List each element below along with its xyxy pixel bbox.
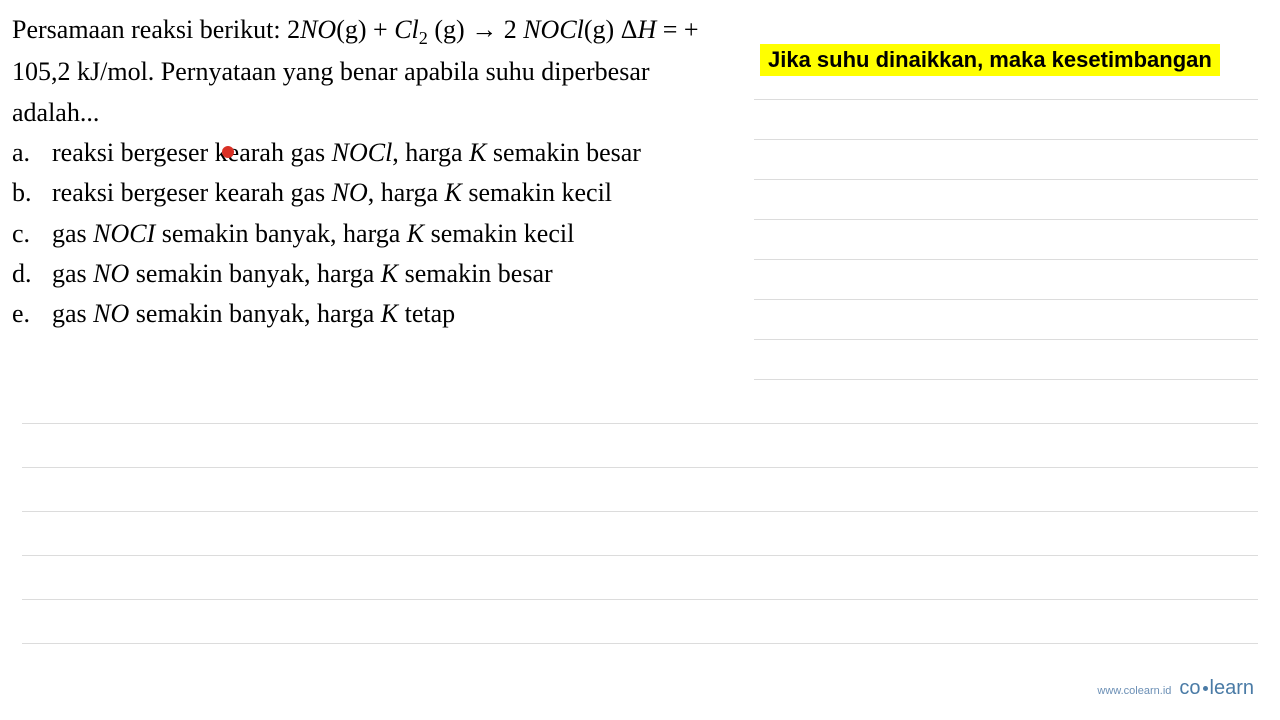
option-text: reaksi bergeser kearah gas NOCl, harga K… [52, 133, 732, 173]
option-e: e. gas NO semakin banyak, harga K tetap [12, 294, 732, 334]
option-a: a. reaksi bergeser kearah gas NOCl, harg… [12, 133, 732, 173]
question-text: Persamaan reaksi berikut: 2NO(g) + Cl2 (… [12, 10, 732, 133]
option-label: c. [12, 214, 52, 254]
option-label: a. [12, 133, 52, 173]
question-intro: Persamaan reaksi berikut: [12, 15, 287, 44]
highlight-annotation: Jika suhu dinaikkan, maka kesetimbangan [760, 44, 1220, 76]
footer-logo: colearn [1179, 677, 1254, 700]
options-list: a. reaksi bergeser kearah gas NOCl, harg… [12, 133, 732, 334]
option-text: gas NO semakin banyak, harga K tetap [52, 294, 732, 334]
footer: www.colearn.id colearn [1097, 677, 1254, 700]
dot-icon [1203, 686, 1208, 691]
option-text: gas NO semakin banyak, harga K semakin b… [52, 254, 732, 294]
footer-url: www.colearn.id [1097, 685, 1171, 697]
option-d: d. gas NO semakin banyak, harga K semaki… [12, 254, 732, 294]
option-text: gas NOCI semakin banyak, harga K semakin… [52, 214, 732, 254]
red-dot-icon [222, 146, 234, 158]
option-b: b. reaksi bergeser kearah gas NO, harga … [12, 173, 732, 213]
option-label: e. [12, 294, 52, 334]
option-label: d. [12, 254, 52, 294]
option-text: reaksi bergeser kearah gas NO, harga K s… [52, 173, 732, 213]
option-label: b. [12, 173, 52, 213]
option-c: c. gas NOCI semakin banyak, harga K sema… [12, 214, 732, 254]
